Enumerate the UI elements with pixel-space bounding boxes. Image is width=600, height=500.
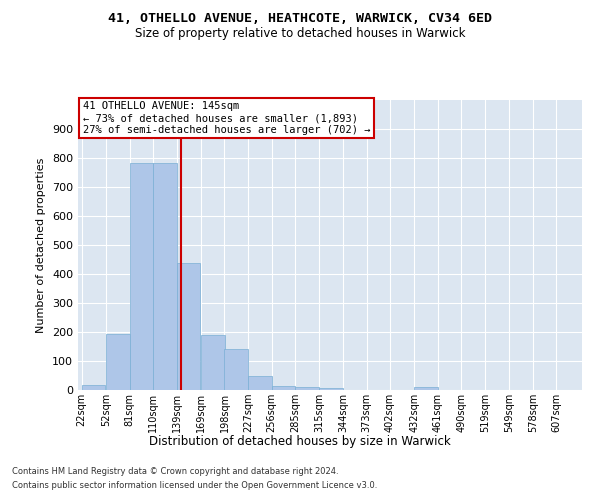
Bar [130,163,153,390]
Bar [176,264,200,390]
Text: Contains HM Land Registry data © Crown copyright and database right 2024.: Contains HM Land Registry data © Crown c… [12,468,338,476]
Bar [415,388,438,390]
Text: 41 OTHELLO AVENUE: 145sqm
← 73% of detached houses are smaller (1,893)
27% of se: 41 OTHELLO AVENUE: 145sqm ← 73% of detac… [83,102,371,134]
Text: Contains public sector information licensed under the Open Government Licence v3: Contains public sector information licen… [12,481,377,490]
Bar [153,162,176,390]
Text: Distribution of detached houses by size in Warwick: Distribution of detached houses by size … [149,435,451,448]
Bar [319,388,343,390]
Text: Size of property relative to detached houses in Warwick: Size of property relative to detached ho… [135,28,465,40]
Bar [82,385,105,390]
Bar [295,387,319,390]
Bar [106,334,130,390]
Bar [201,335,224,390]
Bar [272,386,295,390]
Bar [248,376,272,390]
Y-axis label: Number of detached properties: Number of detached properties [37,158,46,332]
Text: 41, OTHELLO AVENUE, HEATHCOTE, WARWICK, CV34 6ED: 41, OTHELLO AVENUE, HEATHCOTE, WARWICK, … [108,12,492,26]
Bar [224,348,248,390]
